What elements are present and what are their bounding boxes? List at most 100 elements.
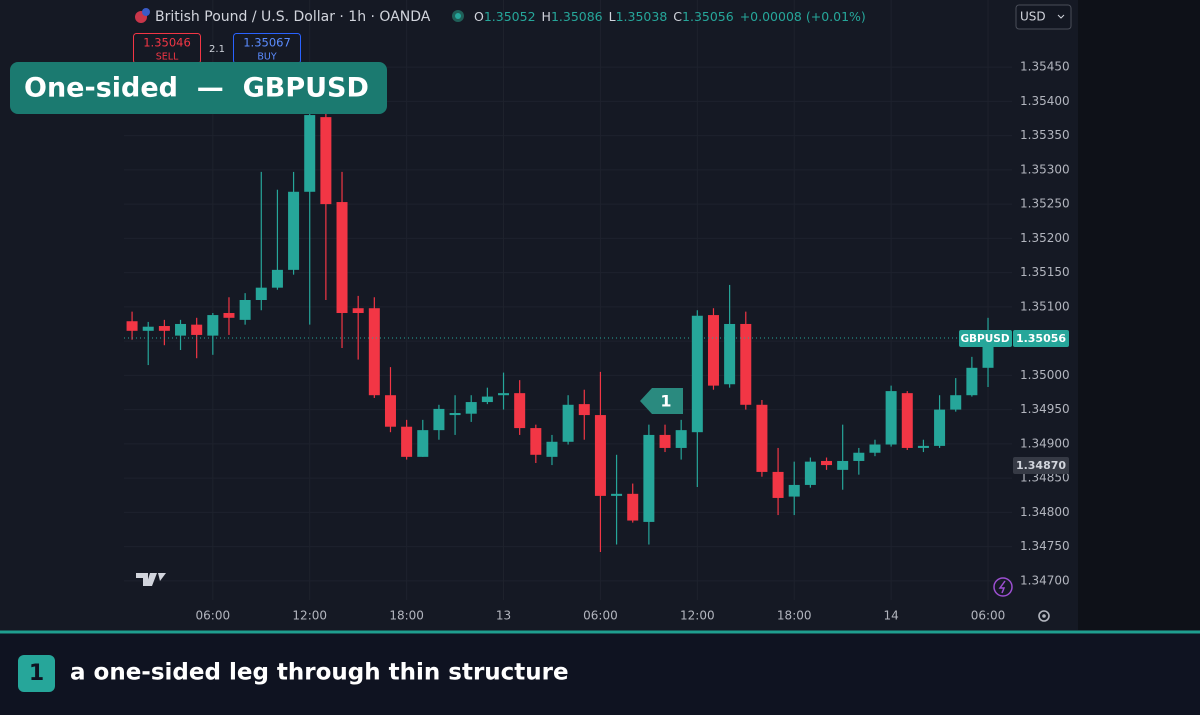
candle-body — [465, 402, 477, 414]
candle-body — [384, 395, 396, 427]
candle-body — [401, 426, 413, 457]
candle-body — [821, 460, 833, 466]
candle-body — [982, 336, 994, 368]
buy-price[interactable]: 1.35067 — [243, 36, 291, 50]
candle-body — [175, 323, 187, 336]
ohlc-label: O — [474, 9, 484, 24]
candle-body — [546, 441, 558, 457]
y-tick-label: 1.35300 — [1020, 162, 1070, 176]
y-tick-label: 1.34950 — [1020, 402, 1070, 416]
x-tick-label: 14 — [883, 609, 898, 623]
buy-label[interactable]: BUY — [257, 52, 276, 63]
candle-body — [530, 428, 542, 455]
symbol-tag-text: GBPUSD — [960, 333, 1009, 345]
caption-badge-text: 1 — [29, 661, 44, 686]
candle-body — [869, 444, 881, 453]
y-tick-label: 1.34750 — [1020, 539, 1070, 553]
candle-body — [675, 430, 687, 448]
ohlc-label: H — [542, 9, 551, 24]
candle-body — [804, 461, 816, 485]
y-tick-label: 1.34850 — [1020, 471, 1070, 485]
candle-body — [643, 434, 655, 522]
candle-body — [320, 117, 332, 205]
change: +0.00008 (+0.01%) — [740, 9, 866, 24]
price-tag-text: 1.35056 — [1016, 332, 1066, 345]
x-tick-label: 13 — [496, 609, 511, 623]
ohlc: O1.35052 H1.35086 L1.35038 C1.35056 +0.0… — [474, 9, 866, 24]
sell-price[interactable]: 1.35046 — [143, 36, 191, 50]
candle-body — [449, 413, 461, 416]
candle-body — [594, 415, 606, 496]
candles — [126, 95, 994, 553]
candle-body — [223, 313, 235, 318]
candle-body — [917, 445, 929, 448]
annotation: 1 — [660, 392, 671, 411]
annotation-marker — [640, 388, 683, 414]
ohlc-label: L — [609, 9, 616, 24]
y-tick-label: 1.34800 — [1020, 505, 1070, 519]
candle-body — [481, 396, 493, 403]
y-tick-label: 1.35350 — [1020, 128, 1070, 142]
x-tick-label: 12:00 — [680, 609, 715, 623]
currency-select[interactable] — [1015, 4, 1072, 30]
y-tick-label: 1.34700 — [1020, 573, 1070, 587]
candle-body — [627, 493, 639, 521]
candle-body — [191, 324, 203, 335]
candle-body — [207, 315, 219, 336]
candle-body — [611, 493, 623, 496]
caption-bar — [0, 632, 1200, 715]
candle-body — [562, 404, 574, 442]
candle-body — [255, 287, 267, 300]
candle-body — [724, 323, 736, 385]
y-tick-label: 1.35100 — [1020, 299, 1070, 313]
candle-body — [837, 460, 849, 470]
x-tick-label: 06:00 — [196, 609, 231, 623]
candle-body — [901, 393, 913, 448]
logo — [136, 573, 166, 586]
candle-body — [158, 326, 170, 331]
y-tick-label: 1.35400 — [1020, 94, 1070, 108]
candle-body — [288, 191, 300, 270]
candle-body — [740, 323, 752, 405]
settings-icon[interactable] — [1038, 610, 1050, 622]
ohlc-value: 1.35052 — [484, 9, 536, 24]
settings-icon — [1042, 614, 1046, 618]
ohlc-label: C — [673, 9, 682, 24]
spread: 2.1 — [209, 44, 225, 55]
y-tick-label: 1.35000 — [1020, 368, 1070, 382]
lightning-icon — [998, 580, 1006, 594]
caption-badge — [18, 655, 55, 692]
candle-body — [368, 308, 380, 396]
candle-body — [142, 326, 154, 331]
ohlc-value: 1.35056 — [682, 9, 734, 24]
ohlc-value: 1.35038 — [616, 9, 668, 24]
candle-body — [304, 115, 316, 192]
x-tick-label: 18:00 — [777, 609, 812, 623]
candle-body — [514, 393, 526, 429]
currency[interactable]: USD — [1020, 10, 1046, 24]
symbol: British Pound / U.S. Dollar · 1h · OANDA — [155, 9, 431, 25]
chevron — [1057, 14, 1065, 19]
marker-tag-text: 1.34870 — [1016, 459, 1066, 472]
y-tick-label: 1.34900 — [1020, 436, 1070, 450]
candle-body — [352, 308, 364, 314]
x-tick-label: 12:00 — [292, 609, 327, 623]
candle-body — [691, 315, 703, 433]
y-tick-label: 1.35250 — [1020, 197, 1070, 211]
candle-body — [934, 409, 946, 446]
candle-body — [966, 367, 978, 396]
caption: a one-sided leg through thin structure — [70, 660, 569, 686]
candle-body — [950, 395, 962, 410]
candle-body — [772, 471, 784, 498]
candle-body — [885, 391, 897, 445]
candle-body — [433, 408, 445, 431]
candle-body — [498, 393, 510, 396]
candle-body — [417, 430, 429, 457]
x-tick-label: 06:00 — [971, 609, 1006, 623]
candle-body — [853, 452, 865, 461]
ohlc-value: 1.35086 — [551, 9, 603, 24]
lightning-icon[interactable] — [993, 577, 1013, 597]
sell-label[interactable]: SELL — [156, 52, 179, 63]
x-tick-label: 18:00 — [389, 609, 424, 623]
candle-body — [707, 315, 719, 386]
